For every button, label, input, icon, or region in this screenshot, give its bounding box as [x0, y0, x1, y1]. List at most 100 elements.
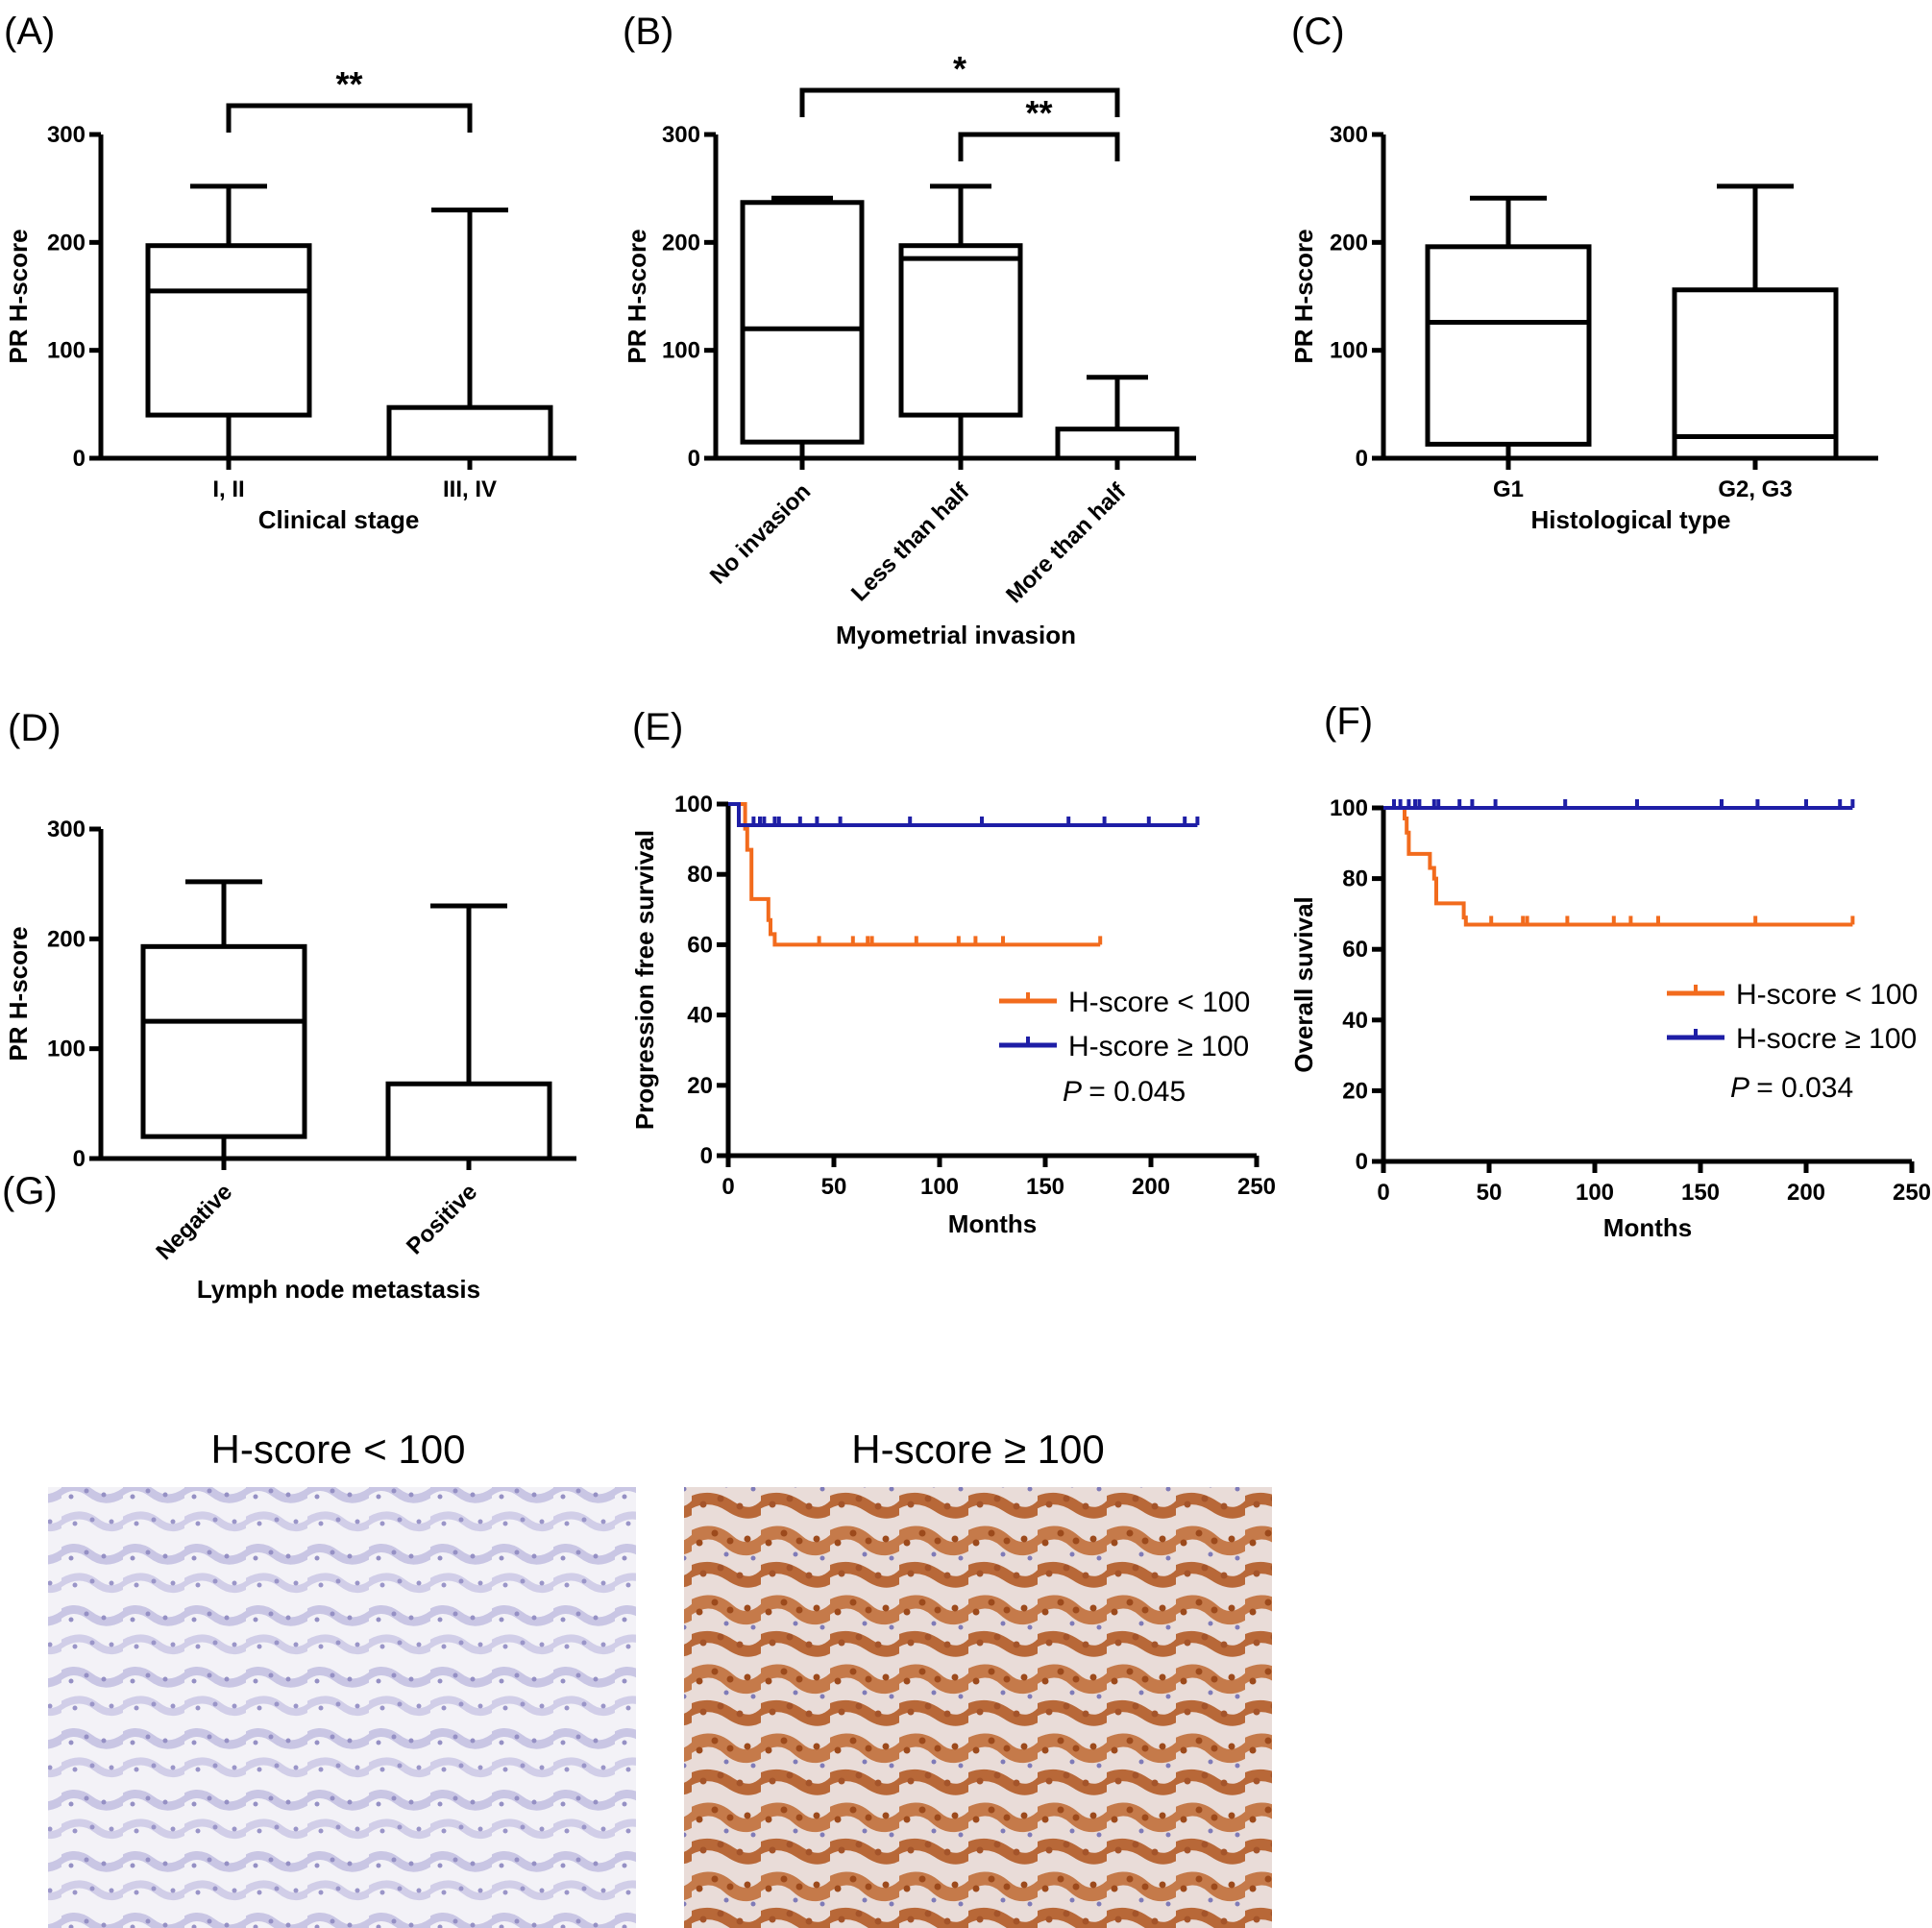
- y-tick-label: 100: [674, 792, 713, 818]
- y-tick-label: 200: [47, 926, 86, 952]
- survival-curve: [728, 802, 1101, 947]
- x-tick-label: More than half: [1001, 477, 1132, 608]
- y-axis-label: Overall suvival: [1289, 896, 1318, 1073]
- x-tick-label: 200: [1132, 1174, 1170, 1200]
- x-axis-label: Months: [948, 1209, 1037, 1238]
- y-axis-label: Progression free survival: [630, 830, 659, 1130]
- y-axis-label: PR H-score: [4, 229, 33, 363]
- x-axis-label: Histological type: [1530, 505, 1730, 534]
- series-1: H-score < 100: [728, 802, 1250, 1018]
- iqr-box: [1055, 427, 1180, 461]
- panel-label: (C): [1291, 11, 1345, 53]
- y-tick-label: 100: [1330, 795, 1368, 821]
- x-tick-label: I, II: [212, 476, 244, 502]
- iqr-box: [1672, 287, 1839, 461]
- x-axis-label: Lymph node metastasis: [197, 1275, 480, 1304]
- x-tick-label: III, IV: [443, 476, 497, 502]
- box-1: [1425, 195, 1592, 461]
- box-1: [140, 879, 307, 1161]
- box-3: [1055, 375, 1180, 461]
- x-tick-label: No invasion: [705, 478, 816, 589]
- significance-bracket: **: [226, 64, 473, 133]
- significance-label: **: [335, 64, 362, 104]
- x-axis-label: Months: [1603, 1213, 1692, 1242]
- y-tick-label: 100: [47, 338, 86, 364]
- x-tick-label: 50: [1477, 1180, 1503, 1206]
- x-tick-label: 100: [920, 1174, 959, 1200]
- series-1: H-score < 100: [1383, 806, 1918, 1011]
- x-tick-label: 200: [1787, 1180, 1825, 1206]
- panel-g-label: (G): [2, 1170, 58, 1212]
- panel-label: (A): [4, 11, 55, 53]
- y-tick-label: 60: [687, 932, 713, 958]
- y-axis-label: PR H-score: [4, 926, 33, 1061]
- bracket-line: [226, 103, 473, 133]
- significance-label: **: [1025, 93, 1052, 133]
- legend-label: H-score < 100: [1736, 979, 1918, 1011]
- y-tick-label: 0: [1356, 1149, 1368, 1175]
- y-tick-label: 40: [687, 1003, 713, 1029]
- panel-g-right-title: H-score ≥ 100: [851, 1427, 1104, 1472]
- iqr-box: [740, 200, 865, 445]
- legend-label: H-score ≥ 100: [1068, 1031, 1249, 1062]
- y-tick-label: 100: [47, 1037, 86, 1062]
- micrograph-low-h-score: [48, 1487, 636, 1928]
- y-tick-label: 100: [662, 338, 700, 364]
- x-tick-label: Negative: [151, 1179, 237, 1265]
- y-tick-label: 0: [1356, 446, 1368, 472]
- y-tick-label: 200: [662, 230, 700, 256]
- y-tick-label: 20: [1342, 1078, 1368, 1104]
- x-tick-label: G2, G3: [1718, 476, 1792, 502]
- y-axis-label: PR H-score: [623, 229, 651, 363]
- box-2: [385, 903, 552, 1161]
- panel-label: (F): [1324, 700, 1373, 743]
- iqr-box: [140, 943, 307, 1139]
- y-tick-label: 80: [687, 862, 713, 888]
- y-tick-label: 80: [1342, 866, 1368, 892]
- p-value: P = 0.034: [1730, 1072, 1853, 1104]
- y-tick-label: 300: [1330, 122, 1368, 148]
- box-2: [898, 183, 1023, 461]
- iqr-box: [385, 1081, 552, 1161]
- panel-a: (A) 0 100 200 300 PR H-score I, II III, IV Clini…: [4, 11, 576, 534]
- panel-g-left-title: H-score < 100: [211, 1427, 466, 1472]
- y-tick-label: 20: [687, 1073, 713, 1099]
- iqr-box: [386, 404, 553, 461]
- panel-e: (E) 0 20 40 60 80 100 Progression free survival…: [630, 706, 1276, 1238]
- x-tick-label: 150: [1681, 1180, 1720, 1206]
- y-tick-label: 0: [73, 1146, 86, 1172]
- x-tick-label: 250: [1893, 1180, 1931, 1206]
- panel-label: (D): [8, 707, 61, 749]
- y-tick-label: 40: [1342, 1008, 1368, 1034]
- x-tick-label: 150: [1026, 1174, 1064, 1200]
- y-tick-label: 200: [1330, 230, 1368, 256]
- panel-label: (E): [632, 706, 683, 748]
- y-tick-label: 300: [47, 122, 86, 148]
- series-2: H-socre ≥ 100: [1383, 799, 1917, 1055]
- series-2: H-score ≥ 100: [728, 802, 1249, 1062]
- x-axis-label: Myometrial invasion: [836, 621, 1076, 649]
- y-tick-label: 0: [688, 446, 700, 472]
- x-tick-label: G1: [1493, 476, 1524, 502]
- bracket-line: [799, 87, 1120, 117]
- x-tick-label: 0: [1377, 1180, 1389, 1206]
- y-tick-label: 300: [662, 122, 700, 148]
- box-1: [740, 195, 865, 461]
- bracket-line: [958, 132, 1120, 161]
- x-tick-label: 0: [721, 1174, 734, 1200]
- box-1: [145, 183, 312, 461]
- panel-d: (D) 0 100 200 300 PR H-score Negative Positive L…: [4, 707, 576, 1304]
- legend-label: H-socre ≥ 100: [1736, 1023, 1917, 1055]
- iqr-box: [145, 243, 312, 418]
- significance-label: *: [953, 49, 966, 88]
- panel-label: (B): [623, 11, 673, 53]
- y-tick-label: 200: [47, 230, 86, 256]
- p-value: P = 0.045: [1063, 1076, 1186, 1108]
- y-tick-label: 0: [700, 1143, 713, 1169]
- significance-bracket: *: [799, 49, 1120, 117]
- x-tick-label: Positive: [402, 1179, 482, 1259]
- y-tick-label: 300: [47, 817, 86, 842]
- y-axis-label: PR H-score: [1289, 229, 1318, 363]
